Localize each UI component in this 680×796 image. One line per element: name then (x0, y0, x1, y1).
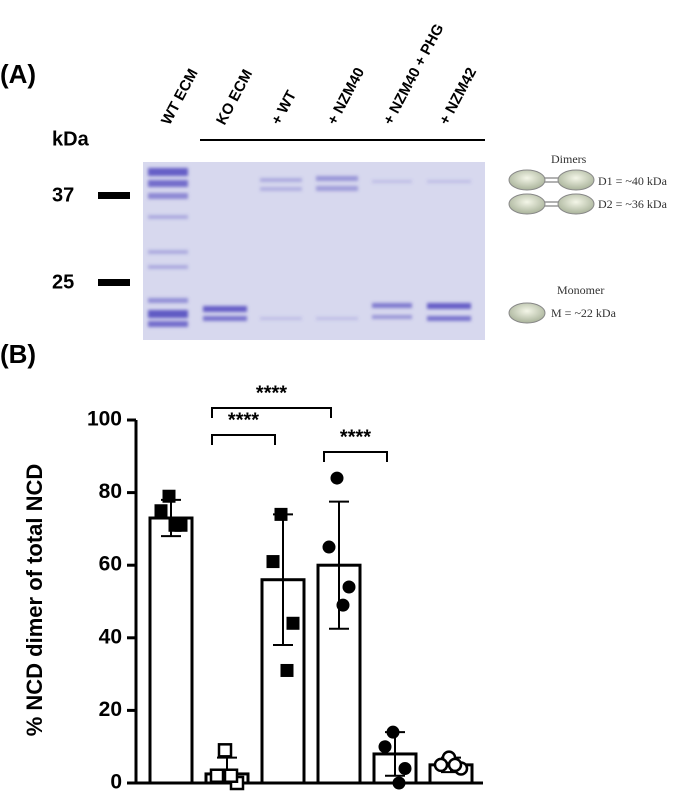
data-point (286, 616, 300, 630)
y-tick-label: 80 (99, 480, 122, 503)
legend-title: Monomer (557, 283, 604, 297)
data-point (336, 598, 350, 612)
lane-label: WT ECM (158, 66, 202, 128)
data-point (447, 757, 463, 773)
significance-label: **** (228, 409, 259, 431)
data-point (433, 757, 449, 773)
legend-text: D1 = ~40 kDa (598, 174, 668, 188)
data-point (378, 740, 392, 754)
data-point (223, 768, 239, 783)
significance-bracket (323, 451, 388, 462)
data-point (322, 540, 336, 554)
y-tick-label: 100 (87, 408, 122, 431)
legend-text: M = ~22 kDa (551, 306, 617, 320)
data-point (342, 580, 356, 594)
panel-label: (B) (0, 339, 36, 369)
panel-label: (A) (0, 59, 36, 89)
unit-label: kDa (52, 128, 90, 150)
y-tick-label: 0 (110, 771, 122, 794)
lane-label: + WT (268, 88, 300, 128)
marker-label: 25 (52, 271, 74, 293)
marker-dash (98, 279, 130, 286)
data-point (266, 555, 280, 569)
lane-label: + NZM40 (324, 65, 368, 128)
data-point (168, 518, 182, 532)
marker-dash (98, 192, 130, 199)
lane-label: KO ECM (213, 67, 256, 128)
y-tick-label: 20 (99, 698, 122, 721)
legend-title: Dimers (551, 152, 587, 166)
gel-bands (148, 168, 471, 327)
data-point (217, 743, 233, 758)
data-point (398, 761, 412, 775)
gel (143, 162, 485, 340)
data-point (330, 471, 344, 485)
data-point (386, 725, 400, 739)
lane-label: + NZM42 (436, 65, 480, 128)
significance-bracket (211, 407, 332, 418)
marker-label: 37 (52, 184, 74, 206)
y-axis-label: % NCD dimer of total NCD (22, 464, 47, 737)
bar (148, 516, 194, 785)
lane-labels: WT ECM KO ECM + WT + NZM40 + NZM40 + PHG+ NZ… (158, 21, 480, 128)
significance-label: **** (256, 382, 287, 404)
data-point (209, 768, 225, 783)
y-tick-label: 40 (99, 625, 122, 648)
data-point (392, 776, 406, 790)
significance-bracket (211, 434, 276, 445)
data-point (274, 507, 288, 521)
gel-background (143, 162, 485, 340)
legend-text: D2 = ~36 kDa (598, 197, 668, 211)
data-point (280, 663, 294, 677)
legend-icons (508, 169, 595, 324)
y-tick-label: 60 (99, 553, 122, 576)
significance-label: **** (340, 426, 371, 448)
chart: 0 20 40 60 80 100 **** **** **** (87, 382, 483, 794)
data-point (162, 489, 176, 503)
lane-label: + NZM40 + PHG (380, 21, 447, 128)
data-point (154, 504, 168, 518)
